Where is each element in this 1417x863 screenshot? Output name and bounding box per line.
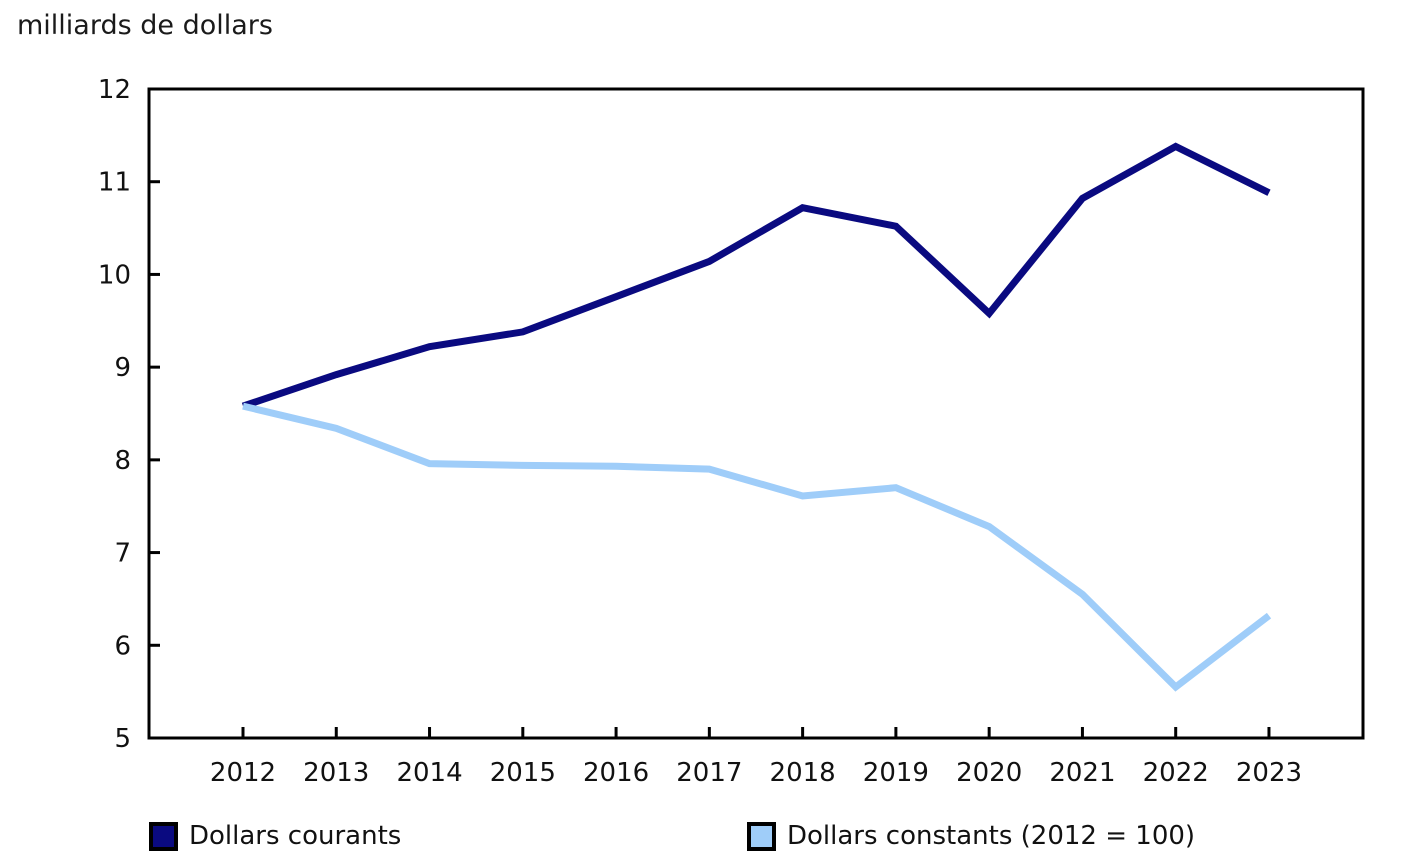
y-tick-label: 5	[114, 724, 131, 754]
legend-swatch-dollars-constants	[747, 821, 776, 851]
legend-label-dollars-courants: Dollars courants	[189, 821, 402, 851]
legend-item-dollars-constants: Dollars constants (2012 = 100)	[747, 821, 1195, 851]
x-tick-label: 2013	[303, 758, 369, 788]
y-tick-label: 12	[98, 75, 131, 105]
x-tick-label: 2015	[490, 758, 556, 788]
x-tick-label: 2014	[396, 758, 462, 788]
x-tick-label: 2020	[956, 758, 1022, 788]
y-tick-label: 6	[114, 631, 131, 661]
y-tick-label: 7	[114, 539, 131, 569]
x-tick-label: 2023	[1236, 758, 1302, 788]
legend-swatch-dollars-courants	[149, 821, 178, 851]
x-tick-label: 2016	[583, 758, 649, 788]
x-tick-label: 2017	[676, 758, 742, 788]
x-tick-label: 2021	[1049, 758, 1115, 788]
line-chart: 5 6 7 8 9 10 11 12 2012 2013 2014 2015 2016 2017 2018 2…	[98, 75, 1365, 788]
y-tick-label: 10	[98, 260, 131, 290]
y-tick-label: 8	[114, 446, 131, 476]
y-tick-label: 9	[114, 353, 131, 383]
plot-border	[147, 87, 1365, 740]
chart-title: milliards de dollars	[17, 10, 273, 41]
y-tick-label: 11	[98, 168, 131, 198]
legend-item-dollars-courants: Dollars courants	[149, 821, 401, 851]
legend-label-dollars-constants: Dollars constants (2012 = 100)	[787, 821, 1196, 851]
x-tick-label: 2018	[770, 758, 836, 788]
x-tick-label: 2019	[863, 758, 929, 788]
series-line-dollars-constants-2012-100	[242, 402, 1272, 692]
series-line-dollars-courants	[241, 142, 1271, 410]
x-tick-label: 2022	[1143, 758, 1209, 788]
x-tick-label: 2012	[210, 758, 276, 788]
